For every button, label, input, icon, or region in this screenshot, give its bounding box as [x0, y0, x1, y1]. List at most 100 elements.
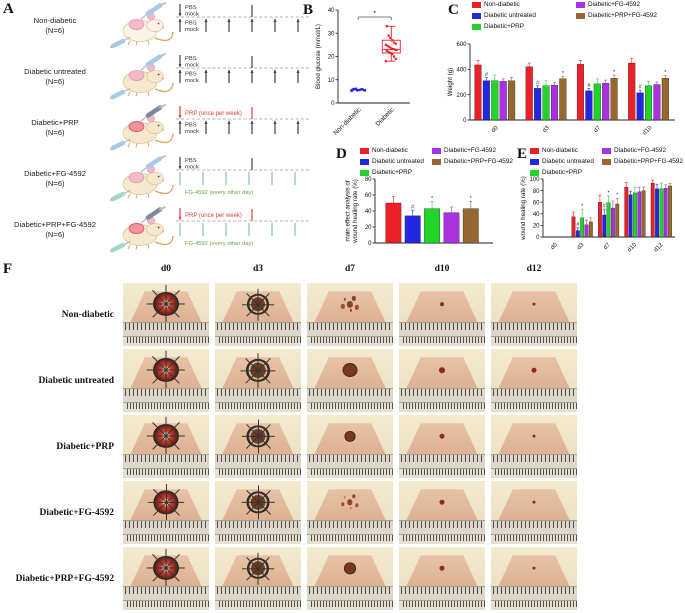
ruler	[307, 520, 393, 535]
legend-swatch	[472, 2, 481, 9]
wound-photo	[399, 349, 485, 412]
photo-column-header: d7	[344, 264, 356, 274]
ruler-secondary	[399, 469, 485, 478]
legend-entry: Diabetic untreated	[360, 158, 424, 166]
svg-text:mock: mock	[185, 78, 199, 84]
bar	[559, 78, 567, 121]
legend-label: Non-diabetic	[542, 147, 578, 154]
bar	[602, 214, 607, 238]
ruler	[215, 388, 301, 403]
legend-entry: Non-diabetic	[472, 1, 520, 9]
panel-c-weight-chart: 0 200 400 600 Weight (g) # # # # * * * d0 d3 d7 d10	[447, 42, 675, 136]
legend-swatch	[602, 148, 611, 155]
legend-entry: Diabetic untreated	[530, 158, 594, 166]
wound-photo	[215, 349, 301, 412]
legend-entry: Diabetic+PRP+FG-4592	[432, 158, 513, 166]
legend-label: Diabetic+FG-4592	[614, 147, 667, 154]
svg-text:wound healing rate (%): wound healing rate (%)	[520, 176, 527, 241]
bar	[424, 208, 440, 244]
ruler-secondary	[491, 601, 577, 610]
bar	[593, 83, 601, 121]
syringe-bottom	[110, 36, 131, 48]
svg-text:20: 20	[365, 225, 372, 231]
wound-site	[346, 301, 354, 308]
panel-label-c: C	[448, 2, 459, 18]
svg-text:PRP (once per week): PRP (once per week)	[185, 111, 242, 117]
bar	[637, 191, 642, 238]
panel-label-a: A	[3, 1, 14, 17]
svg-text:PBS: PBS	[185, 20, 197, 26]
legend-swatch	[360, 170, 369, 177]
legend-entry: Diabetic+PRP	[360, 169, 412, 177]
group-row-3: Diabetic+PRP (N=6) PRP (once per week) PBS m…	[0, 102, 315, 153]
bar	[585, 90, 593, 121]
bar	[645, 85, 653, 121]
ruler-secondary	[215, 403, 301, 412]
ruler-secondary	[491, 337, 577, 346]
svg-text:d10: d10	[627, 242, 639, 254]
ruler	[307, 586, 393, 601]
wound-photo	[491, 547, 577, 610]
bar	[641, 190, 646, 238]
group-label: Diabetic+PRP+FG-4592 (N=6)	[0, 220, 110, 239]
bar	[636, 92, 644, 121]
wound-site	[242, 288, 274, 321]
bar	[650, 182, 655, 238]
wound-photo	[307, 283, 393, 346]
wound-photo	[123, 415, 209, 478]
svg-text:mock: mock	[185, 11, 199, 17]
svg-text:0: 0	[463, 118, 467, 124]
svg-text:#: #	[536, 80, 540, 86]
bar	[499, 81, 507, 121]
svg-text:d12: d12	[653, 242, 665, 254]
wound-photo	[491, 415, 577, 478]
ruler	[215, 454, 301, 469]
wound-site	[342, 363, 358, 378]
svg-text:0: 0	[331, 101, 335, 107]
legend-swatch	[472, 24, 481, 31]
legend-entry: Non-diabetic	[360, 147, 408, 155]
legend-entry: Diabetic+PRP+FG-4592	[576, 12, 657, 20]
legend-entry: Diabetic+FG-4592	[432, 147, 496, 155]
legend-label: Non-diabetic	[484, 1, 520, 8]
ruler	[399, 520, 485, 535]
mouse-illustration	[110, 103, 174, 150]
svg-text:FG-4592 (every other day): FG-4592 (every other day)	[185, 241, 253, 247]
bar	[534, 88, 542, 121]
ruler-secondary	[399, 535, 485, 544]
bar	[661, 78, 669, 121]
legend-entry: Diabetic+FG-4592	[576, 1, 641, 9]
wound-site	[532, 501, 536, 504]
legend-label: Diabetic+PRP+FG-4592	[588, 12, 657, 19]
wound-site	[439, 566, 445, 571]
ruler	[491, 586, 577, 601]
photo-column-header: d12	[526, 264, 542, 274]
ruler	[123, 586, 209, 601]
bar	[482, 80, 490, 121]
svg-text:PBS: PBS	[185, 122, 197, 128]
legend-label: Diabetic+FG-4592	[588, 1, 641, 8]
mouse-illustration	[110, 205, 174, 252]
svg-text:d0: d0	[491, 125, 500, 134]
legend-entry: Diabetic+PRP+FG-4592	[602, 158, 683, 166]
wound-photo	[123, 283, 209, 346]
svg-text:20: 20	[328, 55, 335, 61]
ruler-secondary	[307, 337, 393, 346]
svg-text:400: 400	[456, 68, 467, 74]
wound-photo	[215, 481, 301, 544]
ruler-secondary	[307, 535, 393, 544]
syringe-bottom	[110, 240, 131, 252]
wound-photo	[307, 415, 393, 478]
bar	[550, 85, 558, 121]
svg-text:*: *	[562, 71, 565, 77]
ruler	[307, 454, 393, 469]
legend-label: Diabetic untreated	[372, 158, 424, 165]
photo-row-label: Diabetic+PRP	[56, 441, 114, 452]
wound-site	[147, 484, 185, 521]
wound-site	[532, 435, 536, 438]
ruler	[123, 388, 209, 403]
group-name: Diabetic+PRP+FG-4592	[14, 220, 96, 230]
wound-photo	[307, 481, 393, 544]
wound-photo	[123, 481, 209, 544]
